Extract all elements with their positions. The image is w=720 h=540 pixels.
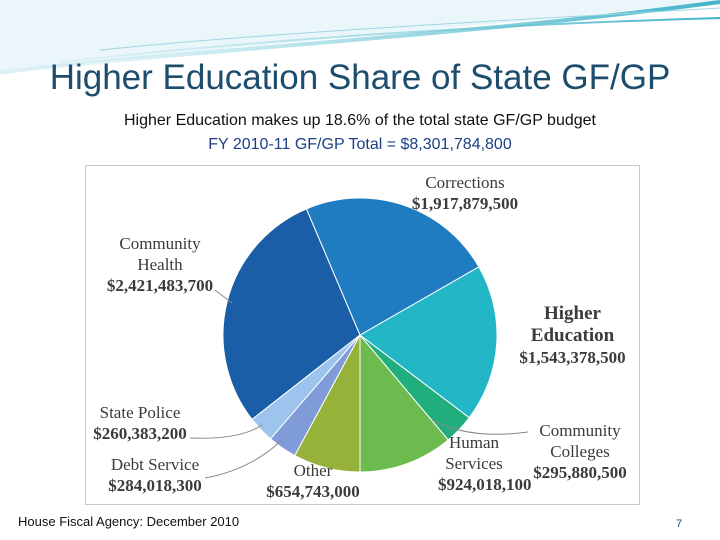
slice-label: Human Services $924,018,100 [438,432,532,495]
slice-label: Community Colleges $295,880,500 [520,420,640,483]
slice-label: Higher Education $1,543,378,500 [510,303,635,368]
leader-line [204,439,283,479]
leader-line [431,419,529,435]
slice-name: Higher Education [530,303,615,346]
slice-name: Human Services [445,433,503,473]
leader-line [214,289,233,304]
slice-value: $284,018,300 [108,476,202,495]
slice-value: $654,743,000 [266,482,360,501]
slice-value: $260,383,200 [93,424,187,443]
slice-value: $2,421,483,700 [106,276,214,295]
chart-frame [85,165,640,505]
slice-name: Community Colleges [539,421,621,461]
leader-line [189,424,263,439]
slice-name: Corrections [425,173,505,192]
slice-name: State Police [99,403,181,422]
swoosh-line [59,17,720,63]
slide-title: Higher Education Share of State GF/GP [49,58,671,97]
slice-label: Other $654,743,000 [258,460,368,502]
swoosh-line [0,0,720,74]
slice-name: Other [293,461,333,480]
pie-slice [222,208,361,421]
slice-name: Debt Service [110,455,200,474]
slice-name: Community Health [119,234,201,274]
pie-slice [305,197,480,336]
slice-label: Debt Service $284,018,300 [95,454,215,496]
slice-label: State Police $260,383,200 [85,402,195,444]
slice-value: $924,018,100 [438,475,532,494]
slice-label: Community Health $2,421,483,700 [95,233,225,296]
swoosh-line [99,7,720,51]
subtitle: FY 2010-11 GF/GP Total = $8,301,784,800 [208,136,512,153]
page-number: 7 [676,518,683,530]
slice-value: $1,543,378,500 [519,348,626,367]
slice-value: $1,917,879,500 [411,194,519,213]
footer-source: House Fiscal Agency: December 2010 [18,514,240,529]
subtitle: Higher Education makes up 18.6% of the t… [124,112,596,129]
slice-label: Corrections $1,917,879,500 [400,172,530,214]
pie-slice [359,333,449,473]
slice-value: $295,880,500 [533,463,627,482]
pie-slice [359,266,498,419]
